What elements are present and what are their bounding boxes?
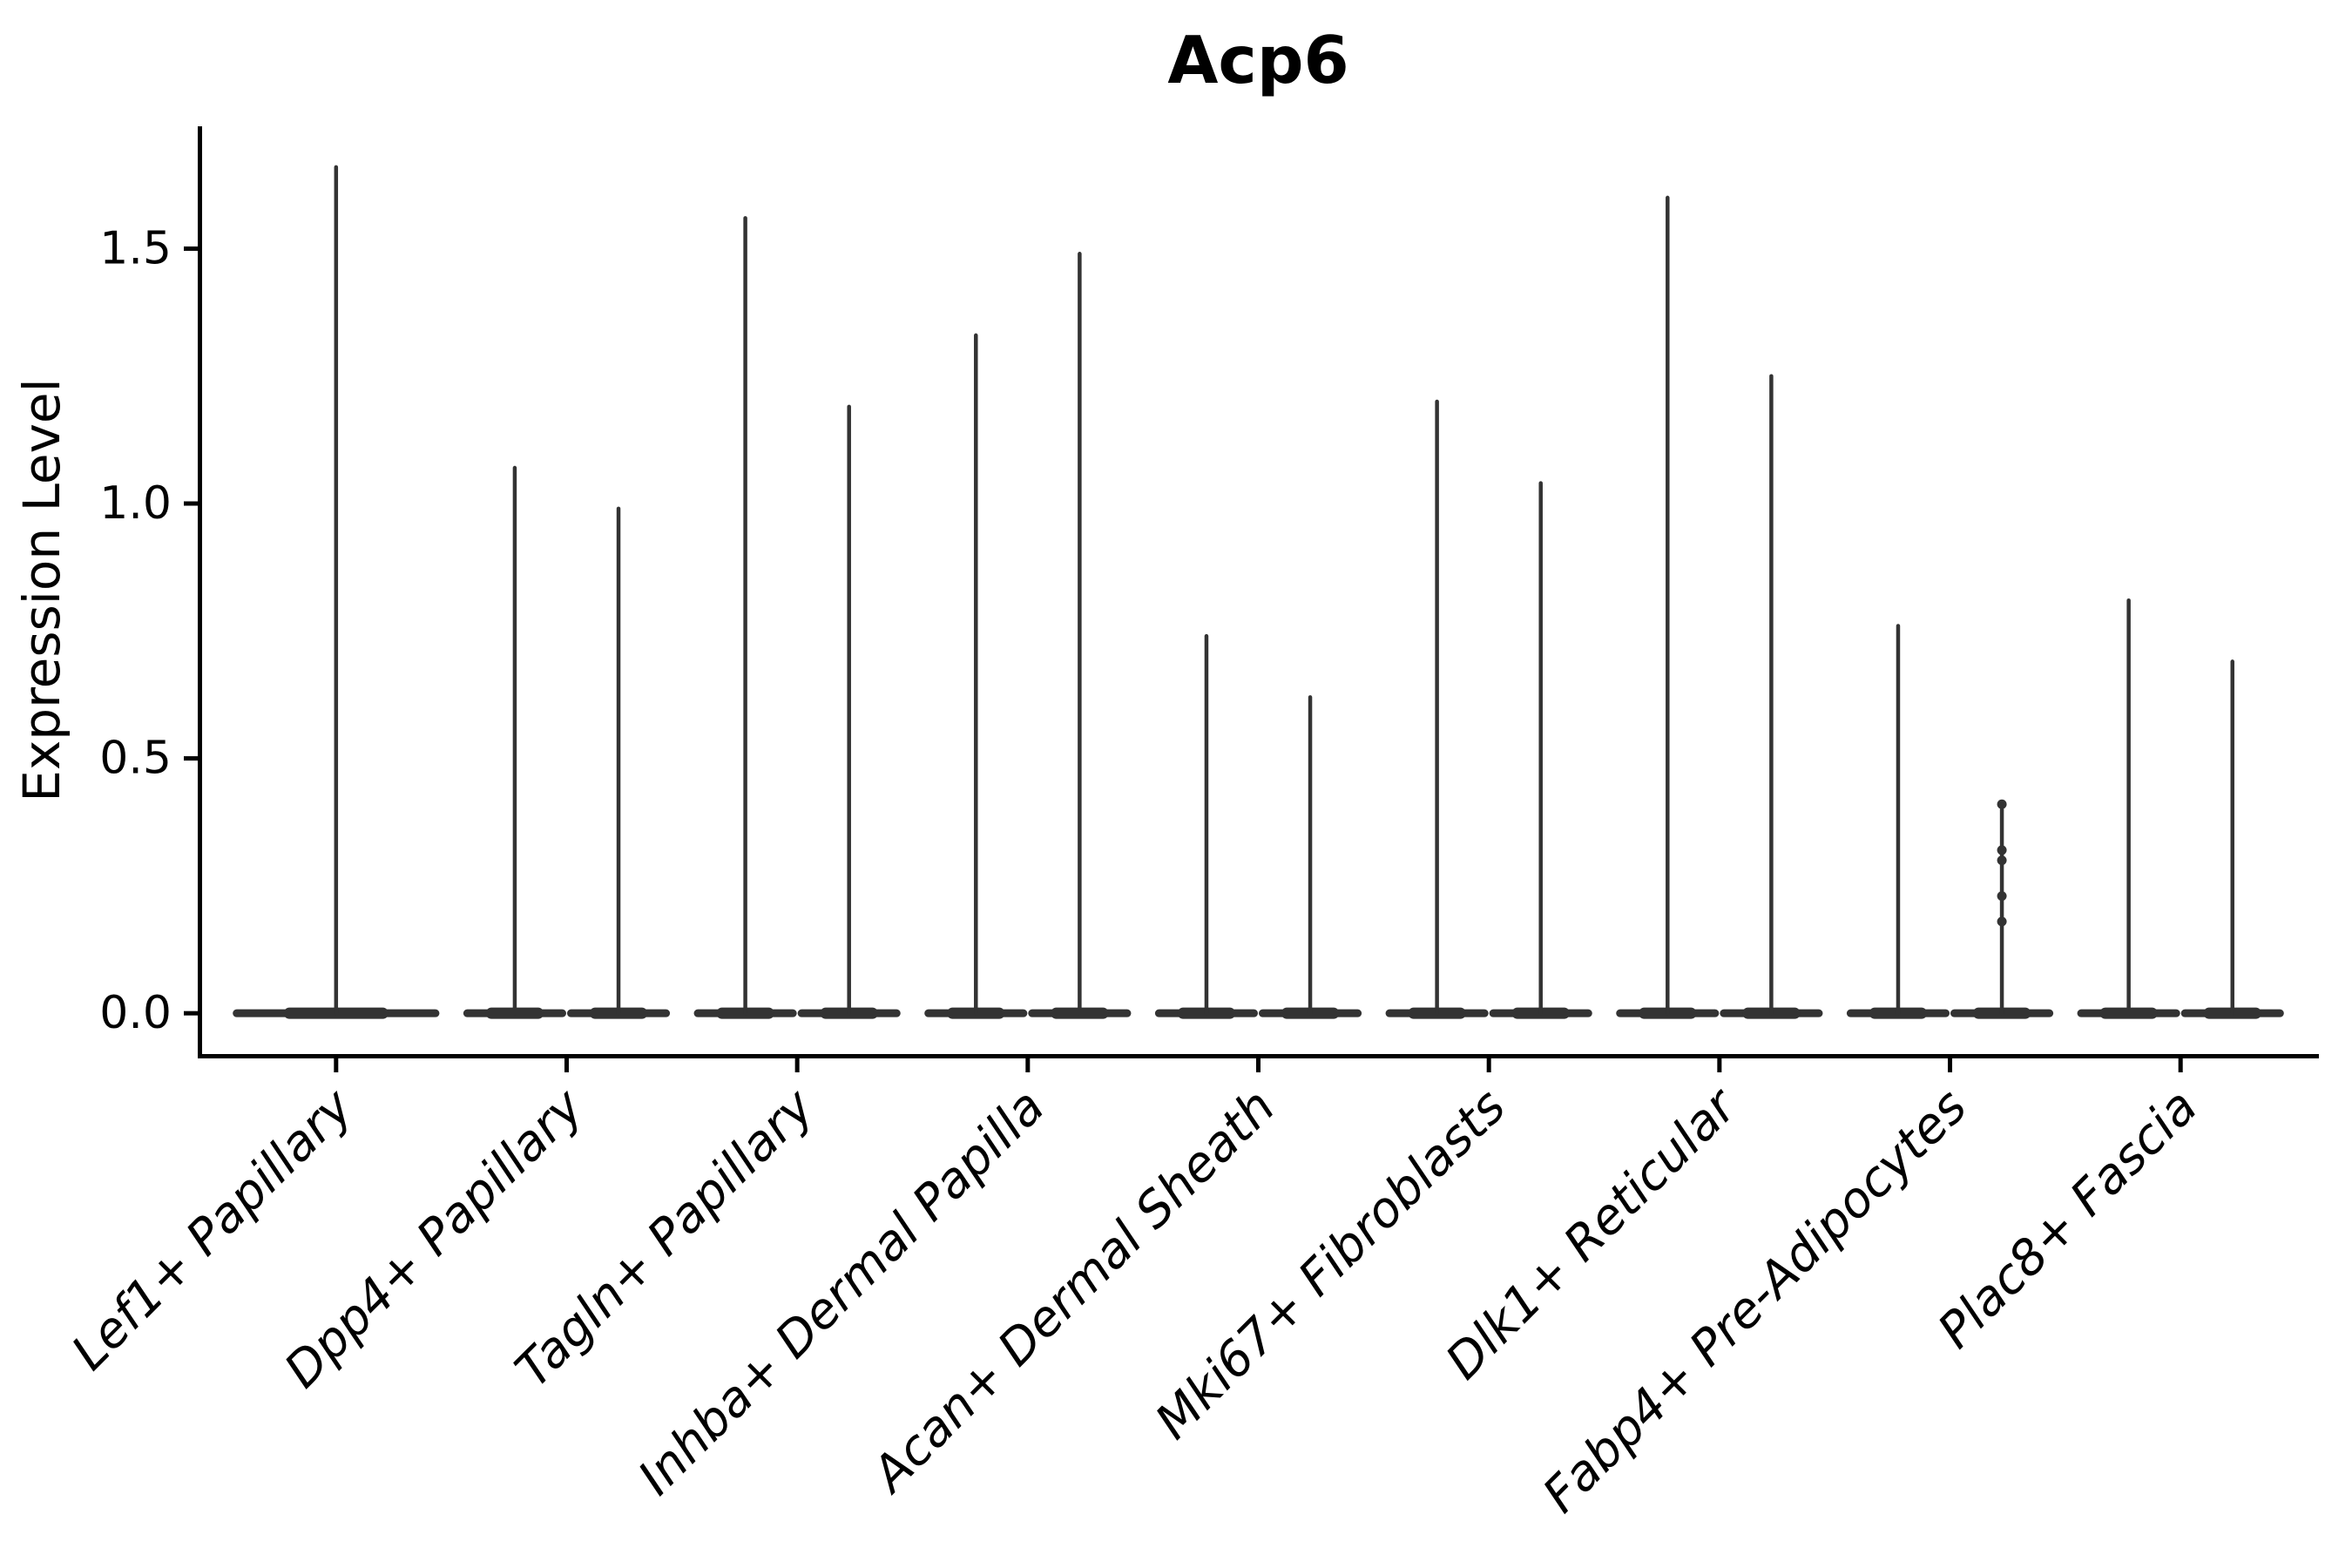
jitter-point xyxy=(1997,916,2007,927)
y-tick-label: 1.0 xyxy=(99,477,172,530)
jitter-point xyxy=(1997,855,2007,866)
y-axis-label: Expression Level xyxy=(12,378,71,801)
jitter-point xyxy=(1997,891,2007,902)
y-tick-label: 0.5 xyxy=(99,733,172,785)
jitter-point xyxy=(1997,845,2007,855)
y-tick-label: 0.0 xyxy=(99,987,172,1039)
x-tick-label: Fabp4+ Pre-Adipocytes xyxy=(1532,1078,1977,1524)
y-tick-label: 1.5 xyxy=(99,222,172,274)
x-tick-label: Acan+ Dermal Sheath xyxy=(860,1078,1286,1504)
chart-title: Acp6 xyxy=(1167,22,1348,98)
x-tick-label: Inhba+ Dermal Papilla xyxy=(628,1078,1056,1506)
jitter-point xyxy=(1997,799,2007,809)
